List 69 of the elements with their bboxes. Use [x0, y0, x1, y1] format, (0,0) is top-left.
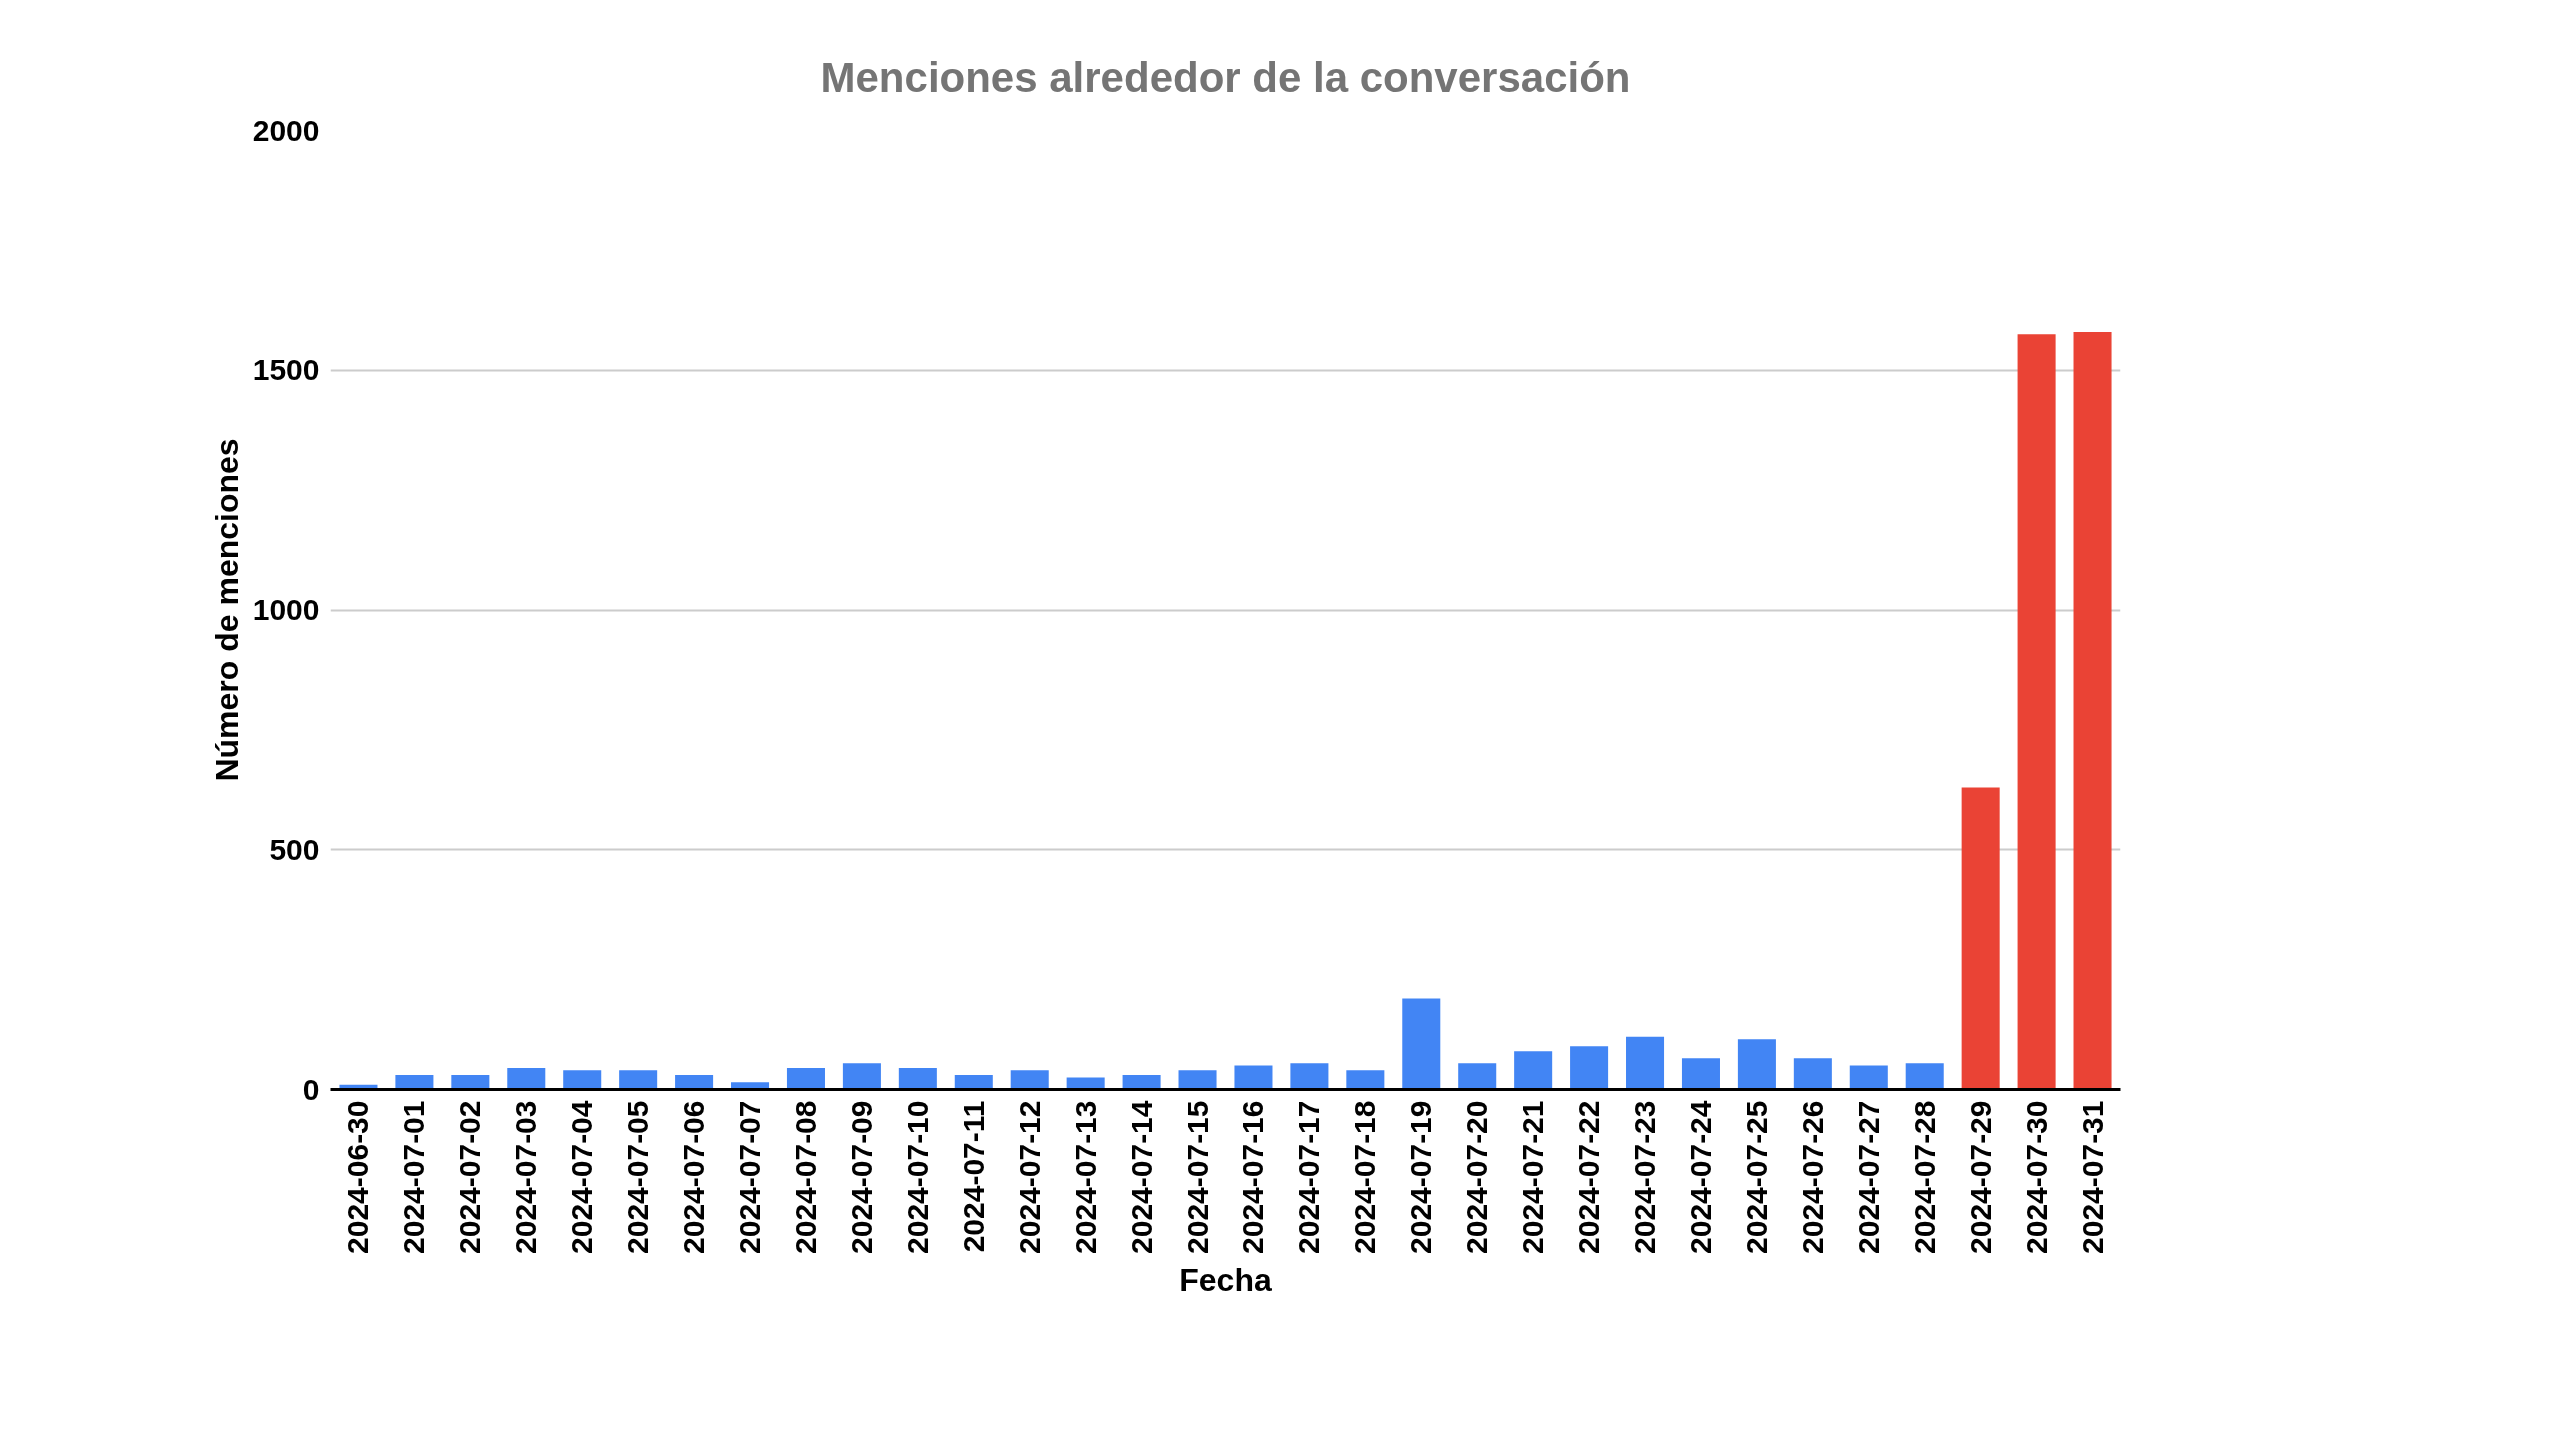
bar — [1234, 1065, 1273, 1090]
x-tick-label: 2024-07-02 — [453, 1100, 487, 1254]
bar — [842, 1063, 881, 1090]
x-tick-label: 2024-07-07 — [733, 1100, 767, 1254]
x-tick-label: 2024-07-12 — [1012, 1100, 1046, 1254]
bar — [1570, 1046, 1609, 1090]
x-tick-label: 2024-06-30 — [341, 1100, 375, 1254]
x-tick-label: 2024-07-17 — [1292, 1100, 1326, 1254]
x-tick-label: 2024-07-23 — [1628, 1100, 1662, 1254]
x-tick-label: 2024-07-13 — [1068, 1100, 1102, 1254]
x-tick-label: 2024-07-08 — [788, 1100, 822, 1254]
y-tick-label: 2000 — [252, 113, 320, 147]
bar — [1458, 1063, 1497, 1090]
bar — [898, 1067, 937, 1090]
y-axis-title: Número de menciones — [208, 438, 245, 782]
bar — [954, 1075, 993, 1090]
bar — [1737, 1039, 1776, 1090]
x-tick-label: 2024-07-31 — [2075, 1100, 2109, 1254]
x-tick-label: 2024-07-20 — [1460, 1100, 1494, 1254]
x-tick-label: 2024-07-11 — [956, 1100, 990, 1253]
bar — [786, 1067, 825, 1090]
y-tick-label: 0 — [302, 1072, 320, 1106]
bar — [1793, 1058, 1832, 1090]
x-tick-label: 2024-07-30 — [2019, 1100, 2053, 1254]
bar — [1681, 1058, 1720, 1090]
bar — [1514, 1051, 1553, 1090]
bar — [1402, 998, 1441, 1090]
x-tick-label: 2024-07-28 — [1907, 1100, 1941, 1254]
x-tick-label: 2024-07-19 — [1404, 1100, 1438, 1254]
x-tick-label: 2024-07-05 — [621, 1100, 655, 1254]
x-tick-label: 2024-07-04 — [565, 1100, 599, 1254]
bar — [1961, 787, 2000, 1090]
bar — [619, 1070, 658, 1090]
x-tick-label: 2024-07-24 — [1683, 1100, 1717, 1254]
y-tick-label: 1500 — [252, 353, 320, 387]
bar — [2017, 334, 2056, 1090]
y-tick-label: 500 — [269, 832, 320, 866]
x-tick-label: 2024-07-21 — [1516, 1100, 1550, 1254]
x-tick-label: 2024-07-26 — [1795, 1100, 1829, 1254]
bar — [1626, 1036, 1665, 1090]
x-tick-label: 2024-07-09 — [844, 1100, 878, 1254]
bar — [563, 1070, 602, 1090]
bar — [1346, 1070, 1385, 1090]
bar — [675, 1075, 714, 1090]
x-tick-label: 2024-07-10 — [900, 1100, 934, 1254]
bar — [1905, 1063, 1944, 1090]
bar — [1010, 1070, 1049, 1090]
bar — [451, 1075, 490, 1090]
x-tick-label: 2024-07-01 — [397, 1100, 431, 1254]
bar — [1849, 1065, 1888, 1090]
x-tick-label: 2024-07-27 — [1851, 1100, 1885, 1254]
bar — [1178, 1070, 1217, 1090]
x-axis-title: Fecha — [1179, 1261, 1272, 1298]
x-tick-label: 2024-07-29 — [1963, 1100, 1997, 1254]
bar — [1290, 1063, 1329, 1090]
x-tick-label: 2024-07-22 — [1572, 1100, 1606, 1254]
chart-title: Menciones alrededor de la conversación — [820, 53, 1631, 101]
bar — [507, 1067, 546, 1090]
bar — [2073, 331, 2112, 1090]
x-tick-label: 2024-07-16 — [1236, 1100, 1270, 1254]
x-tick-label: 2024-07-15 — [1180, 1100, 1214, 1254]
x-tick-label: 2024-07-03 — [509, 1100, 543, 1254]
x-tick-label: 2024-07-14 — [1124, 1100, 1158, 1254]
x-tick-label: 2024-07-18 — [1348, 1100, 1382, 1254]
x-tick-label: 2024-07-25 — [1739, 1100, 1773, 1254]
x-tick-label: 2024-07-06 — [677, 1100, 711, 1254]
bar — [395, 1075, 434, 1090]
y-tick-label: 1000 — [252, 593, 320, 626]
bar — [1122, 1075, 1161, 1090]
